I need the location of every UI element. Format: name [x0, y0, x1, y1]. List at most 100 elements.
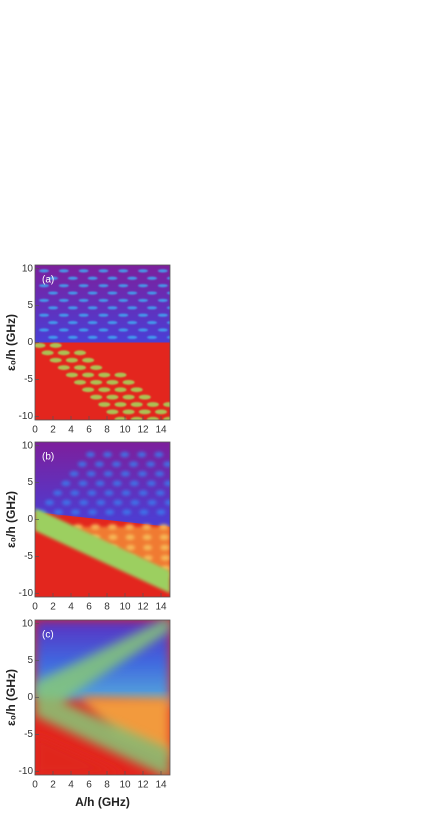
fringe [67, 335, 78, 339]
fringe [39, 269, 49, 273]
x-tick-label: 0 [32, 602, 38, 613]
fringe [127, 291, 138, 295]
fringe [163, 416, 170, 420]
fringe [112, 480, 122, 487]
fringe [107, 276, 118, 280]
fringe [130, 387, 143, 393]
x-tick-label: 12 [137, 425, 149, 436]
fringe [122, 409, 135, 415]
fringe [69, 470, 79, 477]
fringe [114, 402, 127, 407]
fringe [71, 509, 80, 515]
fringe [39, 313, 49, 317]
fringe [138, 269, 148, 273]
fringe [67, 320, 78, 325]
fringe [147, 335, 157, 339]
y-tick-label: 5 [27, 655, 33, 666]
fringe [98, 372, 111, 378]
fringe [166, 321, 170, 325]
y-tick-label: -5 [24, 729, 33, 740]
fringe [114, 416, 127, 420]
fringe [48, 335, 58, 339]
fringe [163, 402, 170, 407]
fringe [98, 402, 111, 407]
x-tick-label: 8 [104, 425, 110, 436]
x-tick-label: 14 [155, 602, 167, 613]
fringe [146, 480, 156, 487]
fringe [78, 313, 89, 317]
fringe [82, 372, 95, 378]
fringe [62, 499, 72, 506]
fringe [155, 490, 165, 496]
fringe [138, 313, 148, 317]
fringe [163, 461, 170, 467]
x-tick-label: 6 [86, 425, 92, 436]
y-tick-label: -5 [24, 374, 33, 385]
y-tick-label: 10 [22, 440, 34, 451]
fringe [173, 490, 182, 496]
x-tick-label: 8 [104, 780, 110, 791]
fringe [67, 306, 78, 310]
fringe [122, 379, 135, 385]
fringe [53, 490, 63, 496]
fringe [114, 387, 127, 393]
y-axis-label: ε₀/h (GHz) [4, 491, 18, 548]
fringe [172, 471, 181, 477]
fringe [157, 313, 168, 317]
y-tick-label: 0 [27, 337, 33, 348]
fringe [87, 306, 98, 310]
fringe [174, 509, 183, 515]
fringe [77, 461, 87, 467]
fringe [58, 269, 69, 273]
fringe [146, 402, 159, 407]
x-tick-label: 12 [137, 780, 149, 791]
band [35, 620, 170, 775]
fringe [122, 509, 132, 515]
fringe [113, 499, 123, 506]
fringe [67, 291, 78, 295]
fringe [48, 276, 58, 280]
fringe [90, 524, 100, 530]
fringe [147, 276, 157, 280]
fringe [138, 298, 148, 303]
fringe [87, 335, 98, 339]
fringe [129, 480, 139, 487]
x-tick-label: 2 [50, 602, 56, 613]
y-tick-label: 0 [27, 692, 33, 703]
fringe [82, 357, 95, 363]
fringe [106, 394, 119, 400]
fringe [61, 480, 71, 487]
fringe [164, 499, 170, 506]
x-tick-label: 10 [119, 602, 131, 613]
fringe [143, 555, 153, 561]
x-tick-label: 14 [155, 780, 167, 791]
fringe [127, 306, 138, 310]
fringe [78, 298, 89, 303]
fringe [95, 480, 105, 487]
y-tick-label: 10 [22, 618, 34, 629]
fringe [78, 269, 89, 273]
fringe [171, 452, 180, 458]
y-axis-label: ε₀/h (GHz) [4, 314, 18, 371]
fringe [111, 461, 121, 467]
fringe [114, 372, 127, 378]
fringe [118, 284, 129, 288]
fringe [147, 306, 157, 310]
fringe [48, 320, 58, 325]
fringe [137, 451, 147, 458]
fringe [154, 451, 164, 458]
fringe [98, 269, 109, 273]
fringe [137, 470, 147, 477]
fringe [98, 387, 111, 393]
fringe [157, 284, 168, 288]
y-tick-label: -10 [19, 588, 34, 599]
panel-label: (c) [42, 630, 54, 641]
fringe [163, 480, 170, 487]
fringe [118, 313, 129, 317]
fringe [90, 379, 103, 385]
x-tick-label: 6 [86, 602, 92, 613]
y-axis-label: ε₀/h (GHz) [4, 669, 18, 726]
fringe [107, 291, 118, 295]
fringes [36, 451, 183, 572]
